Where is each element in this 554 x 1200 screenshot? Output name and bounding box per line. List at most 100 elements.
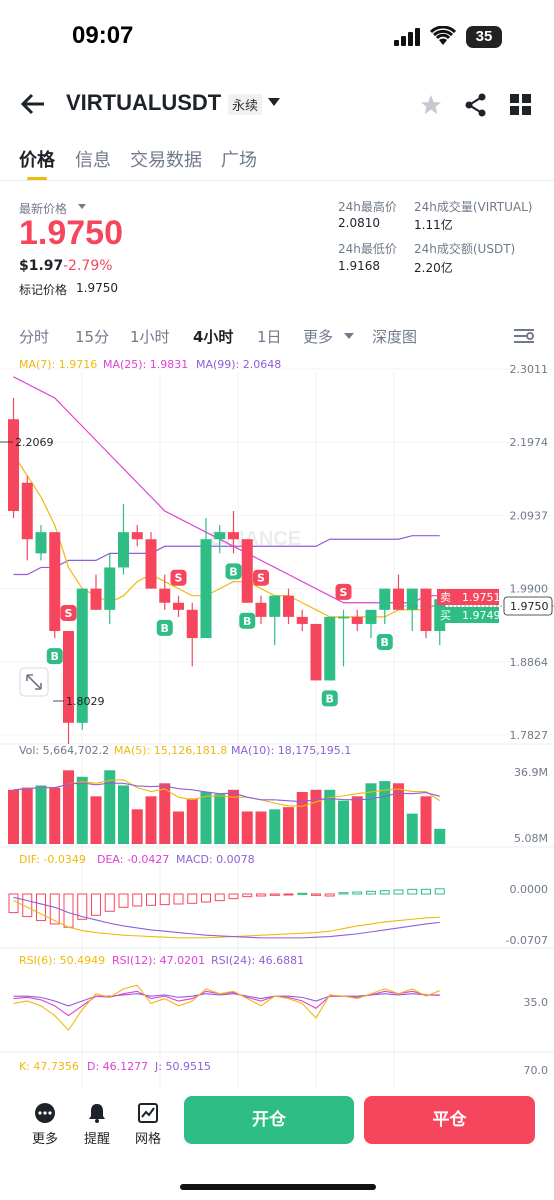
volume-tick: 36.9M	[514, 766, 548, 779]
marker-badge	[46, 648, 63, 665]
volume-bar	[269, 809, 281, 844]
tab-trading-data[interactable]: 交易数据	[130, 150, 202, 171]
macd-bar	[201, 893, 211, 903]
macd-bar	[77, 893, 88, 920]
rsi6-legend: RSI(6): 50.4949	[19, 954, 105, 967]
expand-button[interactable]	[19, 667, 49, 697]
rsi6-line	[13, 984, 440, 1032]
macd-bar	[187, 893, 198, 904]
marker-badge	[156, 619, 173, 636]
interval-depth[interactable]: 深度图	[372, 328, 418, 346]
grid-menu-icon[interactable]	[510, 94, 532, 116]
wifi-icon	[430, 26, 456, 45]
candle	[131, 532, 143, 540]
macd-bar	[434, 888, 445, 895]
caret-down-icon[interactable]	[268, 98, 280, 108]
interval-1d[interactable]: 1日	[257, 328, 282, 346]
tab-price[interactable]: 价格	[19, 150, 55, 171]
macd-bar	[338, 892, 349, 895]
marker-label: S	[65, 607, 73, 620]
candle	[241, 539, 253, 603]
volume-bar	[159, 783, 171, 844]
volume-bar	[420, 796, 432, 844]
volume-bar	[365, 783, 377, 844]
marker-label: B	[229, 565, 237, 578]
marker-badge	[335, 583, 352, 600]
max-price-label: 2.2069	[15, 436, 54, 449]
marker-label: S	[257, 572, 265, 585]
macd-bar	[311, 893, 321, 896]
bell-icon	[89, 1104, 105, 1123]
candle	[63, 631, 74, 723]
status-time: 09:07	[72, 22, 134, 49]
grid-label: 网格	[134, 1132, 161, 1147]
interval-more[interactable]: 更多	[303, 328, 334, 346]
candle	[159, 588, 171, 603]
more-label: 更多	[31, 1132, 58, 1147]
price-summary: 最新价格 1.9750 $1.97 -2.79% 标记价格 1.9750 24h…	[0, 190, 554, 310]
buy-marker: B	[225, 563, 242, 580]
volume-bar	[63, 770, 74, 844]
macd-bar	[297, 892, 308, 895]
volume-bar	[214, 794, 226, 844]
macd-bar	[352, 891, 363, 895]
last-price-label[interactable]: 最新价格	[19, 202, 68, 216]
tab-info[interactable]: 信息	[75, 150, 111, 171]
interval-15m[interactable]: 15分	[75, 328, 110, 346]
high-value: 2.0810	[338, 216, 380, 230]
alert-button[interactable]: 提醒	[77, 1102, 117, 1147]
ma-lines	[12, 376, 441, 618]
bottom-action-bar: 更多 提醒 网格 开仓 平仓	[0, 1088, 554, 1200]
macd-bar	[366, 890, 376, 895]
chart-settings-icon[interactable]	[514, 328, 534, 344]
tab-square[interactable]: 广场	[221, 150, 257, 171]
dif-line	[13, 900, 440, 939]
candle	[269, 595, 281, 617]
candle	[49, 532, 61, 632]
dif-legend: DIF: -0.0349	[19, 853, 86, 866]
volume-bar	[310, 789, 322, 844]
candle	[406, 588, 418, 610]
interval-1h[interactable]: 1小时	[130, 328, 170, 346]
more-button[interactable]: 更多	[25, 1102, 65, 1147]
volume-bar	[296, 791, 308, 844]
candle	[228, 532, 239, 540]
star-icon[interactable]	[420, 94, 442, 116]
volume-bar	[118, 785, 129, 844]
d-legend: D: 46.1277	[87, 1060, 148, 1073]
volume-bar	[200, 791, 212, 844]
volume-bar	[324, 789, 336, 844]
close-position-button[interactable]: 平仓	[364, 1096, 535, 1144]
marker-badge	[376, 633, 393, 650]
price-tick: 1.9900	[510, 583, 549, 596]
grid-button[interactable]: 网格	[128, 1102, 168, 1147]
open-position-button[interactable]: 开仓	[184, 1096, 354, 1144]
volume-bar	[241, 811, 253, 844]
rsi24-line	[13, 993, 440, 1007]
rsi12-line	[13, 990, 440, 1017]
candle	[351, 616, 363, 624]
interval-time[interactable]: 分时	[19, 328, 50, 346]
price-tick: 2.0937	[510, 509, 549, 522]
mark-price: 1.9750	[76, 281, 118, 295]
marker-label: B	[381, 636, 389, 649]
candle	[145, 539, 157, 589]
macd-bar	[8, 893, 19, 914]
vol-ma10-line	[13, 782, 440, 803]
macd-tick: 0.0000	[510, 883, 549, 896]
macd-bar	[228, 893, 239, 900]
back-arrow-icon[interactable]	[20, 92, 46, 116]
svg-text:1.9751: 1.9751	[462, 591, 501, 604]
marker-label: B	[243, 615, 251, 628]
candle	[365, 609, 377, 624]
share-icon[interactable]	[464, 93, 488, 117]
kdj-tick: 70.0	[524, 1064, 549, 1077]
interval-4h[interactable]: 4小时	[193, 328, 234, 346]
candle	[104, 567, 116, 610]
macd-bar	[173, 893, 184, 905]
macd-bar	[118, 893, 129, 908]
usd-price: $1.97	[19, 258, 64, 274]
symbol-title[interactable]: VIRTUALUSDT	[66, 90, 222, 115]
macd-bar	[159, 893, 170, 906]
